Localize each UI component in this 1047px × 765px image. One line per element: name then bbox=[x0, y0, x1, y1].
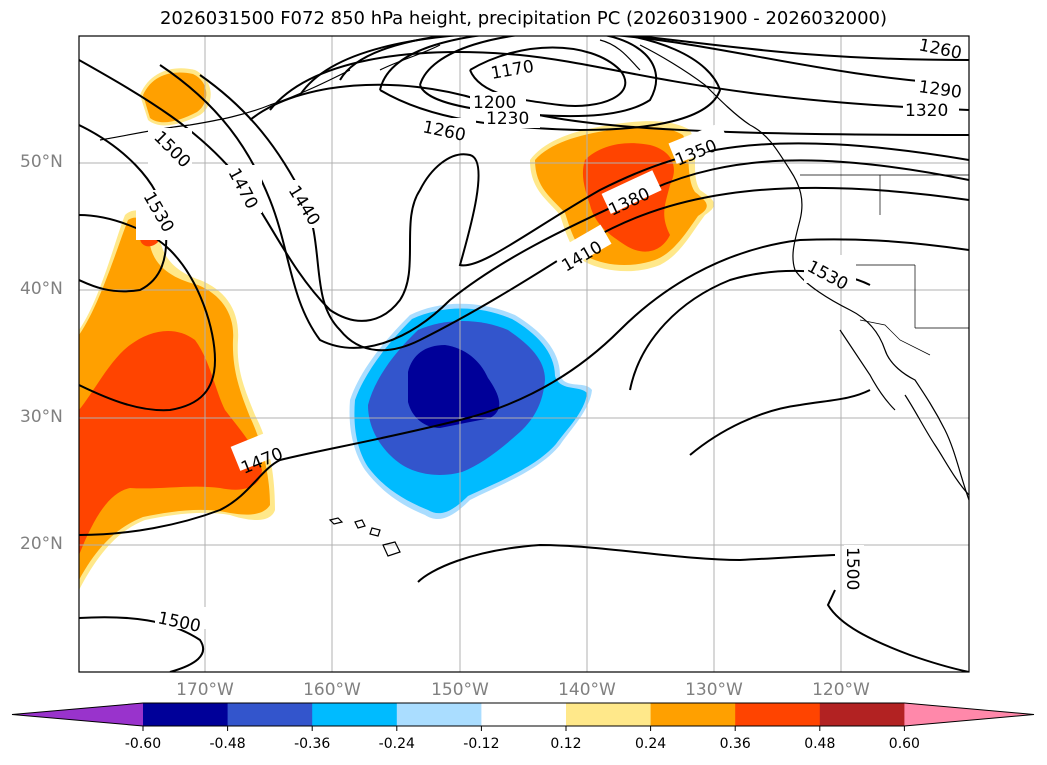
lon-label: 160°W bbox=[303, 680, 361, 700]
colorbar-tick-label: 0.24 bbox=[635, 736, 667, 752]
colorbar-tick-label: -0.36 bbox=[294, 736, 331, 752]
lon-label: 150°W bbox=[431, 680, 489, 700]
colorbar-tick-label: 0.48 bbox=[804, 736, 836, 752]
colorbar-extend-high bbox=[904, 703, 1034, 726]
lon-label: 170°W bbox=[176, 680, 234, 700]
colorbar-segment bbox=[735, 703, 821, 726]
colorbar-extend-low bbox=[12, 703, 143, 726]
lon-label: 120°W bbox=[812, 680, 870, 700]
contour-label: 1320 bbox=[905, 101, 948, 121]
colorbar-segment bbox=[227, 703, 313, 726]
colorbar-tick-label: -0.60 bbox=[124, 736, 162, 752]
colorbar-tick-label: -0.24 bbox=[378, 736, 415, 752]
map-panel[interactable]: 1170 1200 1230 1260 1260 1290 1320 1350 … bbox=[0, 0, 1047, 700]
colorbar-segment bbox=[566, 703, 652, 726]
lon-label: 130°W bbox=[685, 680, 743, 700]
colorbar-segment bbox=[650, 703, 736, 726]
colorbar-segment bbox=[481, 703, 567, 726]
contour-label: 1500 bbox=[842, 547, 862, 590]
colorbar-segment bbox=[312, 703, 398, 726]
colorbar-tick-label: 0.36 bbox=[719, 736, 751, 752]
colorbar-tick-label: -0.12 bbox=[463, 736, 500, 752]
lat-label: 40°N bbox=[20, 279, 63, 299]
colorbar-tick-label: 0.12 bbox=[550, 736, 582, 752]
colorbar-segment bbox=[143, 703, 229, 726]
colorbar-segment bbox=[819, 703, 905, 726]
colorbar-segment bbox=[396, 703, 482, 726]
colorbar-tick-label: -0.48 bbox=[209, 736, 246, 752]
contour-label: 1230 bbox=[486, 109, 529, 129]
colorbar-tick-label: 0.60 bbox=[888, 736, 920, 752]
lat-label: 30°N bbox=[20, 407, 63, 427]
colorbar-outline bbox=[11, 702, 1035, 727]
lat-label: 20°N bbox=[20, 534, 63, 554]
lon-label: 140°W bbox=[558, 680, 616, 700]
map-title: 2026031500 F072 850 hPa height, precipit… bbox=[159, 8, 888, 29]
map-frame bbox=[78, 35, 970, 673]
height-contours bbox=[79, 36, 969, 672]
coastlines bbox=[99, 39, 969, 557]
lat-label: 50°N bbox=[20, 152, 63, 172]
contour-labels: 1170 1200 1230 1260 1260 1290 1320 1350 … bbox=[136, 36, 969, 637]
